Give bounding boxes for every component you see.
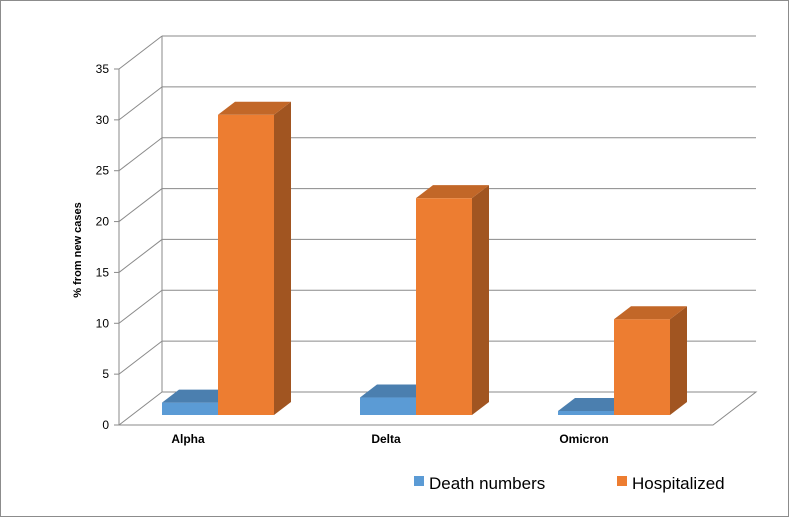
bar-death-numbers-front [360, 397, 416, 415]
gridline-side [118, 35, 163, 70]
y-tick-label: 35 [96, 62, 110, 76]
bar-death-numbers-top [360, 384, 433, 398]
bar-hospitalized-side [670, 306, 687, 415]
legend-item: Death numbers [414, 474, 545, 493]
gridline-side [118, 188, 163, 222]
bar-hospitalized-top [218, 101, 291, 115]
legend-swatch [414, 476, 424, 486]
gridline-side [118, 340, 163, 375]
bar-hospitalized-front [614, 319, 670, 415]
gridline-side [118, 86, 163, 121]
x-category-label: Delta [371, 432, 401, 446]
bar-hospitalized-side [472, 185, 489, 415]
bars [162, 101, 687, 416]
y-tick-label: 25 [96, 164, 110, 178]
y-tick-label: 30 [96, 113, 110, 127]
y-tick-label: 20 [96, 215, 110, 229]
y-tick-label: 0 [102, 418, 109, 432]
bar-hospitalized-front [416, 198, 472, 415]
x-category-label: Omicron [559, 432, 608, 446]
x-category-label: Alpha [171, 432, 205, 446]
y-axis-label: % from new cases [72, 202, 84, 297]
floor [117, 391, 758, 426]
legend-item: Hospitalized [617, 474, 725, 493]
y-axis-ticks: 0 5 10 15 20 25 30 35 [96, 62, 110, 432]
chart-walls [117, 36, 758, 426]
y-tick-label: 15 [96, 265, 110, 279]
legend-label: Death numbers [429, 474, 545, 493]
y-tick-label: 10 [96, 316, 110, 330]
gridline-side [118, 289, 163, 324]
legend: Death numbers Hospitalized [414, 474, 725, 493]
bar-death-numbers-top [558, 398, 631, 411]
y-tick-label: 5 [102, 367, 109, 381]
gridline-side [118, 137, 163, 172]
bar-death-numbers-front [558, 411, 614, 415]
gridline-side [118, 239, 163, 273]
bar-hospitalized-side [274, 101, 291, 416]
bar-death-numbers-front [162, 402, 218, 415]
bar-hospitalized-top [614, 306, 687, 320]
bar-death-numbers-top [162, 389, 235, 403]
legend-label: Hospitalized [632, 474, 725, 493]
legend-swatch [617, 476, 627, 486]
bar-hospitalized-front [218, 114, 274, 416]
x-axis-categories: Alpha Delta Omicron [171, 432, 608, 446]
bar-hospitalized-top [416, 185, 489, 199]
